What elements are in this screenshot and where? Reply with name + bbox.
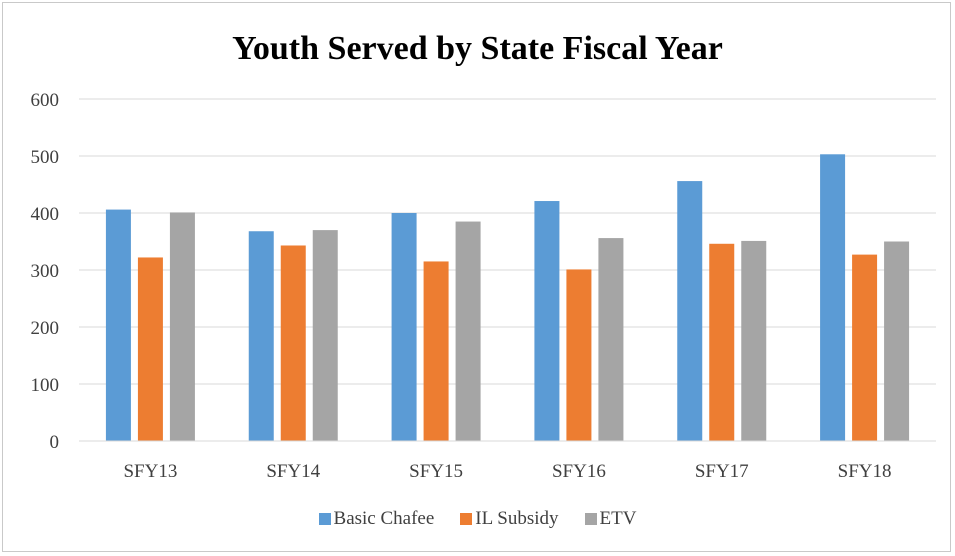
gridlines <box>79 98 936 385</box>
legend-label-etv: ETV <box>599 508 637 529</box>
legend-label-il-subsidy: IL Subsidy <box>475 508 559 529</box>
bars <box>105 154 910 442</box>
y-tick-label: 200 <box>31 318 60 339</box>
bar-sfy14-basic-chafee <box>248 231 274 441</box>
legend-swatch-etv <box>584 513 597 525</box>
bar-sfy15-il-subsidy <box>423 261 449 441</box>
x-axis-ticks: SFY13 SFY14 SFY15 SFY16 SFY17 SFY18 <box>123 461 891 482</box>
bar-sfy18-basic-chafee <box>820 154 846 442</box>
legend-item-etv: ETV <box>584 508 637 530</box>
legend-swatch-basic-chafee <box>318 513 331 525</box>
x-tick-label-sfy14: SFY14 <box>266 461 320 482</box>
y-tick-label: 100 <box>31 375 60 396</box>
y-tick-label: 400 <box>31 204 60 225</box>
bar-sfy16-basic-chafee <box>534 201 560 441</box>
bar-sfy13-etv <box>169 212 195 441</box>
bar-sfy18-etv <box>884 241 910 441</box>
bar-sfy15-etv <box>455 221 481 441</box>
x-tick-label-sfy16: SFY16 <box>552 461 606 482</box>
legend: Basic Chafee IL Subsidy ETV <box>0 508 955 530</box>
x-tick-label-sfy18: SFY18 <box>838 461 892 482</box>
legend-swatch-il-subsidy <box>460 513 473 525</box>
y-tick-label: 300 <box>31 261 60 282</box>
x-tick-label-sfy17: SFY17 <box>695 461 749 482</box>
legend-label-basic-chafee: Basic Chafee <box>333 508 435 529</box>
bar-sfy13-basic-chafee <box>105 209 131 441</box>
bar-sfy17-etv <box>741 240 767 441</box>
bar-sfy17-il-subsidy <box>709 243 735 441</box>
bar-sfy14-il-subsidy <box>280 245 306 441</box>
x-tick-label-sfy15: SFY15 <box>409 461 463 482</box>
bar-sfy16-etv <box>598 238 624 441</box>
legend-item-basic-chafee: Basic Chafee <box>318 508 435 530</box>
bar-sfy13-il-subsidy <box>137 257 163 441</box>
bar-sfy18-il-subsidy <box>852 254 878 441</box>
chart-title: Youth Served by State Fiscal Year <box>232 30 723 67</box>
bar-sfy16-il-subsidy <box>566 269 592 441</box>
y-tick-label: 600 <box>31 90 60 111</box>
bar-sfy14-etv <box>312 230 338 441</box>
x-tick-label-sfy13: SFY13 <box>123 461 177 482</box>
bar-sfy15-basic-chafee <box>391 213 417 441</box>
y-axis-ticks: 0 100 200 300 400 500 600 <box>31 90 60 453</box>
legend-item-il-subsidy: IL Subsidy <box>460 508 559 530</box>
bar-sfy17-basic-chafee <box>677 181 703 441</box>
y-tick-label: 500 <box>31 147 60 168</box>
y-tick-label: 0 <box>50 432 60 453</box>
